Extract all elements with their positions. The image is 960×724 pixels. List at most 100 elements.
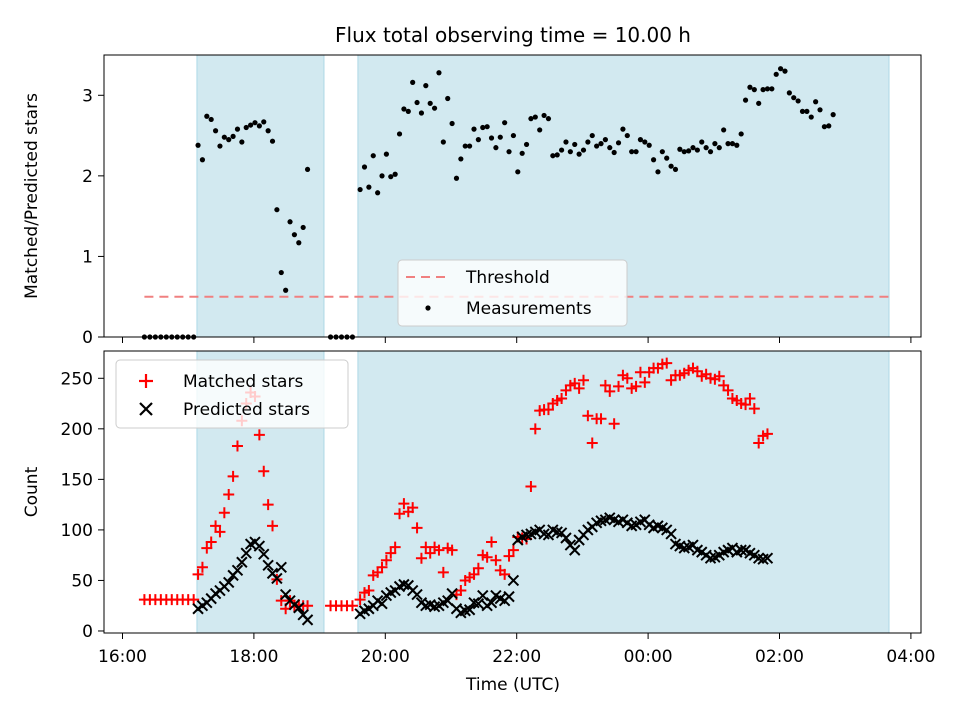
matched-star-point bbox=[525, 480, 537, 492]
predicted-star-point bbox=[477, 589, 489, 602]
measurement-point bbox=[506, 149, 512, 155]
measurement-point bbox=[672, 166, 679, 173]
measurement-point bbox=[668, 163, 674, 169]
measurement-point bbox=[265, 128, 271, 134]
matched-star-point bbox=[468, 568, 480, 580]
matched-star-point bbox=[744, 393, 756, 405]
y-tick-label: 250 bbox=[61, 369, 93, 389]
measurement-point bbox=[830, 112, 836, 118]
predicted-star-point bbox=[569, 544, 581, 556]
matched-star-point bbox=[346, 600, 358, 612]
ratio-legend-box bbox=[397, 259, 628, 327]
predicted-legend-swatch bbox=[139, 402, 153, 416]
matched-star-point bbox=[490, 554, 502, 566]
matched-star-point bbox=[573, 382, 585, 394]
predicted-star-points bbox=[192, 512, 774, 626]
measurement-point bbox=[637, 137, 644, 143]
measurement-point bbox=[602, 137, 608, 143]
measurement-point bbox=[729, 141, 736, 147]
measurement-point bbox=[287, 219, 293, 225]
matched-star-point bbox=[201, 542, 213, 554]
ratio-y-ticks: 0 1 2 3 bbox=[82, 86, 104, 348]
measurement-point bbox=[458, 156, 464, 162]
measurement-point bbox=[699, 139, 705, 145]
matched-star-point bbox=[407, 502, 419, 514]
measurement-point bbox=[550, 153, 556, 159]
matched-star-point bbox=[722, 384, 734, 396]
measurement-point bbox=[738, 131, 744, 137]
predicted-star-point bbox=[485, 596, 498, 609]
measurement-point bbox=[607, 145, 613, 151]
matched-star-point bbox=[582, 410, 594, 422]
measurement-point bbox=[208, 116, 214, 123]
measurement-point bbox=[633, 149, 639, 155]
measurement-point bbox=[414, 99, 420, 106]
measurement-point bbox=[681, 149, 687, 155]
matched-star-point bbox=[214, 526, 226, 538]
matched-star-point bbox=[761, 428, 773, 440]
measurement-point bbox=[269, 138, 276, 144]
matched-star-point bbox=[639, 376, 651, 388]
count-y-label: Count bbox=[22, 466, 42, 517]
measurement-point bbox=[686, 148, 692, 154]
measurement-point bbox=[445, 95, 451, 102]
ratio-panel: 0 1 2 3 Matched/Predicted stars Threshold M… bbox=[22, 54, 922, 348]
measurement-point bbox=[558, 147, 565, 153]
measurement-point bbox=[817, 107, 823, 113]
measurement-point bbox=[296, 240, 302, 246]
measurement-point bbox=[379, 173, 385, 179]
measurement-point bbox=[431, 105, 438, 111]
x-tick-label: 20:00 bbox=[361, 647, 410, 667]
measurement-point bbox=[440, 139, 446, 145]
count-legend-box bbox=[115, 359, 349, 429]
x-tick-label: 22:00 bbox=[492, 647, 541, 667]
matched-star-point bbox=[253, 429, 265, 441]
measurement-point bbox=[585, 139, 591, 145]
measurement-point bbox=[751, 87, 757, 93]
y-tick-label: 100 bbox=[61, 521, 93, 541]
measurement-point bbox=[747, 84, 753, 90]
measurement-point bbox=[532, 114, 538, 120]
matched-star-point bbox=[415, 552, 427, 564]
measurement-point bbox=[734, 142, 740, 148]
measurement-point bbox=[615, 140, 622, 146]
predicted-star-point bbox=[442, 594, 454, 607]
y-tick-label: 0 bbox=[82, 328, 93, 348]
predicted-star-point bbox=[240, 547, 252, 559]
matched-star-point bbox=[380, 554, 392, 566]
measurement-point bbox=[471, 126, 477, 132]
measurement-point bbox=[528, 116, 534, 122]
predicted-star-point bbox=[411, 588, 423, 601]
measurement-point bbox=[655, 169, 661, 175]
matched-star-point bbox=[556, 393, 568, 405]
matched-star-point bbox=[223, 489, 235, 501]
measurement-point bbox=[234, 126, 241, 132]
measurement-point bbox=[497, 134, 503, 140]
measurement-point bbox=[248, 122, 254, 128]
measurement-point bbox=[721, 127, 727, 133]
measurement-point bbox=[760, 87, 766, 93]
measurement-point bbox=[589, 132, 595, 139]
measurement-point bbox=[392, 171, 398, 177]
measurement-point bbox=[300, 224, 306, 231]
ratio-x-tick-marks bbox=[122, 337, 912, 343]
ratio-y-label: Matched/Predicted stars bbox=[22, 93, 42, 299]
measurement-point bbox=[826, 123, 832, 129]
measurement-point bbox=[243, 124, 249, 131]
measurement-point bbox=[383, 151, 389, 157]
y-tick-label: 50 bbox=[71, 571, 93, 591]
measurement-point bbox=[642, 139, 648, 145]
measurement-point bbox=[545, 116, 552, 122]
measurement-point bbox=[624, 132, 630, 139]
measurement-point bbox=[677, 146, 683, 152]
measurement-point bbox=[690, 145, 696, 151]
matched-star-point bbox=[608, 418, 620, 430]
measurement-point bbox=[576, 151, 582, 157]
measurement-point bbox=[515, 169, 521, 175]
measurement-point bbox=[769, 86, 775, 92]
predicted-star-point bbox=[223, 576, 235, 589]
measurement-point bbox=[488, 135, 495, 141]
measurement-point bbox=[493, 145, 499, 151]
measurement-point bbox=[366, 184, 372, 190]
measurement-point bbox=[462, 143, 468, 149]
